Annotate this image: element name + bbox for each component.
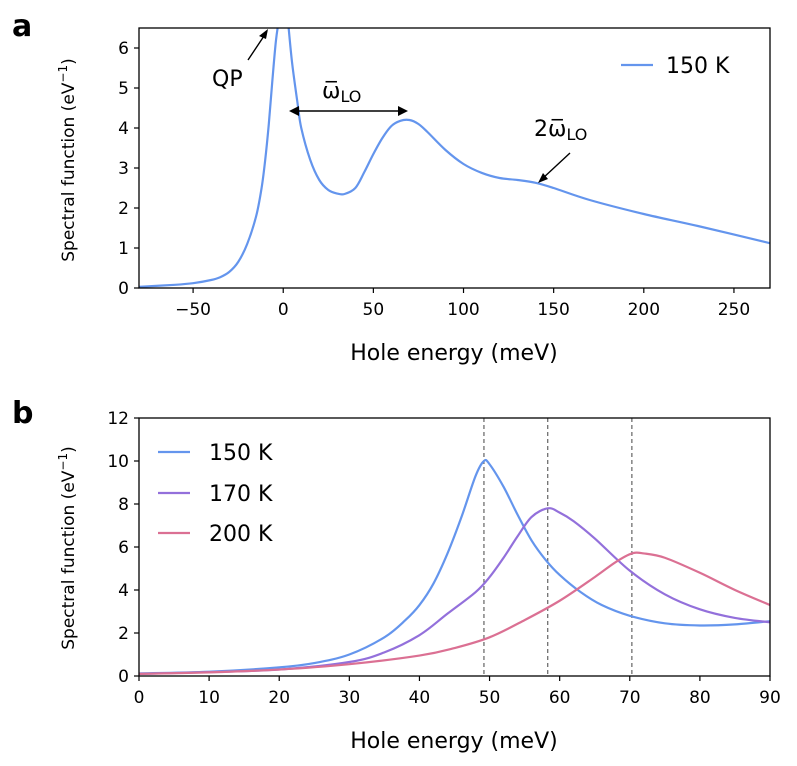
panel-b-ytick-label: 10 bbox=[107, 452, 129, 472]
panel-a-ylabel-sup: −1 bbox=[56, 65, 70, 83]
svg-text:Spectral function (eV−1): Spectral function (eV−1) bbox=[56, 446, 79, 650]
panel-b-ytick-label: 8 bbox=[118, 495, 129, 515]
panel-b-legend-label-150k: 150 K bbox=[209, 441, 273, 466]
omega-symbol: ω̅ bbox=[322, 79, 340, 104]
panel-a-ylabel-close: ) bbox=[59, 58, 79, 65]
panel-a-xtick-label: 250 bbox=[718, 300, 750, 320]
panel-a-ytick-label: 4 bbox=[118, 119, 129, 139]
two-omega-subscript: LO bbox=[566, 125, 587, 144]
panel-b-series bbox=[139, 458, 770, 675]
panel-a-xticks: −50 0 50 100 150 200 250 bbox=[175, 288, 750, 320]
panel-b-xtick-label: 20 bbox=[268, 688, 290, 708]
qp-arrow-head bbox=[259, 29, 268, 39]
panel-b-ylabel: Spectral function (eV−1) bbox=[56, 446, 79, 650]
two-omega-arrow-line bbox=[541, 152, 571, 180]
panel-b-xtick-label: 40 bbox=[409, 688, 431, 708]
panel-a-series-line-150k bbox=[139, 28, 770, 288]
panel-a-ytick-label: 6 bbox=[118, 39, 129, 59]
panel-b-ytick-label: 0 bbox=[118, 667, 129, 687]
panel-b-vlines bbox=[483, 418, 633, 676]
panel-b-xlabel: Hole energy (meV) bbox=[350, 729, 557, 754]
panel-b-ytick-label: 4 bbox=[118, 581, 129, 601]
panel-a-yticks: 0 1 2 3 4 5 6 bbox=[118, 39, 139, 299]
panel-b-label: b bbox=[12, 396, 33, 431]
panel-a-label: a bbox=[12, 9, 32, 44]
omega-subscript: LO bbox=[340, 87, 361, 106]
panel-a-ytick-label: 0 bbox=[118, 279, 129, 299]
panel-b-ytick-label: 2 bbox=[118, 624, 129, 644]
panel-a-xtick-label: 150 bbox=[537, 300, 569, 320]
panel-b-series-line-170k bbox=[139, 507, 770, 675]
panel-a-ytick-label: 3 bbox=[118, 159, 129, 179]
panel-b-xtick-label: 30 bbox=[339, 688, 361, 708]
panel-a-xtick-label: 100 bbox=[447, 300, 479, 320]
panel-b-xtick-label: 80 bbox=[689, 688, 711, 708]
panel-b: b Spectral function (eV−1) 0 2 4 6 8 10 12 0 10… bbox=[12, 396, 781, 754]
panel-a-ytick-label: 5 bbox=[118, 79, 129, 99]
panel-b-ylabel-close: ) bbox=[59, 446, 79, 453]
omega-arrow-left-head bbox=[289, 106, 299, 116]
panel-b-xticks: 0 10 20 30 40 50 60 70 80 90 bbox=[134, 676, 781, 708]
panel-a-xtick-label: 50 bbox=[363, 300, 385, 320]
panel-a-legend-label-150k: 150 K bbox=[666, 54, 730, 79]
panel-a-ylabel-main: Spectral function (eV bbox=[59, 82, 79, 262]
panel-a: a Spectral function (eV−1) 0 1 2 3 4 5 6 −50 0 5… bbox=[12, 9, 771, 366]
annotation-qp: QP bbox=[212, 67, 243, 92]
annotation-omega-lo: ω̅LO bbox=[322, 79, 361, 106]
panel-a-xlabel: Hole energy (meV) bbox=[350, 341, 557, 366]
panel-b-ytick-label: 12 bbox=[107, 409, 129, 429]
panel-b-ylabel-sup: −1 bbox=[56, 453, 70, 471]
panel-b-xtick-label: 10 bbox=[198, 688, 220, 708]
panel-b-axes-frame bbox=[138, 417, 771, 677]
panel-a-ytick-label: 1 bbox=[118, 239, 129, 259]
two-omega-symbol: ω̅ bbox=[548, 117, 566, 142]
panel-a-xtick-label: 0 bbox=[278, 300, 289, 320]
panel-b-series-line-200k bbox=[139, 551, 770, 675]
panel-b-series-line-150k bbox=[139, 458, 770, 675]
panel-b-xtick-label: 60 bbox=[549, 688, 571, 708]
two-prefix: 2 bbox=[534, 117, 548, 142]
annotation-2omega-lo: 2ω̅LO bbox=[534, 117, 587, 144]
panel-b-legend-label-170k: 170 K bbox=[209, 482, 273, 507]
panel-b-ytick-label: 6 bbox=[118, 538, 129, 558]
panel-b-xtick-label: 90 bbox=[759, 688, 781, 708]
panel-a-xtick-label: −50 bbox=[175, 300, 211, 320]
panel-a-series bbox=[139, 28, 770, 288]
panel-b-xtick-label: 0 bbox=[134, 688, 145, 708]
panel-b-xtick-label: 70 bbox=[619, 688, 641, 708]
panel-b-legend-label-200k: 200 K bbox=[209, 522, 273, 547]
panel-a-xtick-label: 200 bbox=[628, 300, 660, 320]
panel-a-axes-frame bbox=[138, 27, 771, 289]
panel-a-ylabel: Spectral function (eV−1) bbox=[56, 58, 79, 262]
two-omega-arrow-head bbox=[538, 173, 548, 183]
omega-arrow-right-head bbox=[398, 106, 408, 116]
svg-text:Spectral function (eV−1): Spectral function (eV−1) bbox=[56, 58, 79, 262]
panel-b-yticks: 0 2 4 6 8 10 12 bbox=[107, 409, 139, 687]
panel-b-ylabel-main: Spectral function (eV bbox=[59, 470, 79, 650]
panel-a-ytick-label: 2 bbox=[118, 199, 129, 219]
panel-b-xtick-label: 50 bbox=[479, 688, 501, 708]
